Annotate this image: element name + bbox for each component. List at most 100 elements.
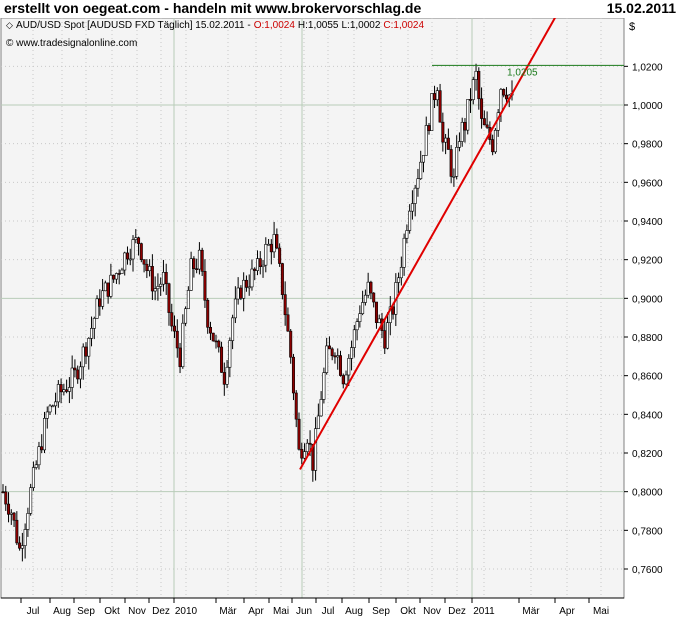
y-tick-label: 0,9200 (632, 256, 663, 267)
x-tick-label: Mai (593, 606, 609, 617)
candle-body (54, 401, 58, 407)
candle-body (159, 283, 163, 287)
y-tick-label: 0,9000 (632, 294, 663, 305)
candle-body (363, 294, 367, 303)
candle-body (441, 121, 445, 143)
candle-body (197, 249, 201, 270)
candle-body (90, 328, 94, 339)
candle-body (145, 263, 149, 272)
candle-body (377, 318, 381, 323)
candle-body (261, 264, 265, 268)
x-tick-label: Mär (219, 606, 237, 617)
candle-body (156, 286, 160, 289)
x-tick-label: Jul (322, 606, 335, 617)
candle-body (31, 467, 35, 488)
candle-body (203, 271, 207, 301)
candle-body (59, 384, 63, 393)
y-tick-label: 0,8600 (632, 372, 663, 383)
candle-body (9, 512, 13, 515)
x-tick-label: Aug (345, 606, 363, 617)
y-tick-label: 0,8400 (632, 410, 663, 421)
candle-body (253, 268, 257, 271)
candle-body (161, 272, 165, 285)
candle-body (233, 298, 237, 319)
candle-body (95, 298, 99, 319)
candle-body (112, 274, 116, 280)
candle-body (388, 306, 392, 323)
candle-body (117, 273, 121, 275)
y-tick-label: 0,9400 (632, 217, 663, 228)
candle-body (244, 279, 248, 288)
candle-body (410, 203, 414, 212)
candle-body (142, 259, 146, 265)
candle-body (29, 487, 33, 514)
candle-body (433, 93, 437, 101)
candle-body (289, 330, 293, 358)
candle-body (134, 237, 138, 240)
annotation-layer: 1,0205 (299, 18, 624, 470)
candle-body (308, 442, 312, 445)
candle-body (316, 415, 320, 429)
candle-body (76, 369, 80, 380)
candle-body (303, 451, 307, 459)
candle-body (4, 491, 8, 505)
plot-area (0, 18, 625, 599)
candle-body (222, 372, 226, 385)
candle-body (499, 89, 503, 114)
x-tick-label: Dez (152, 606, 170, 617)
candle-body (399, 267, 403, 279)
x-tick-label: Apr (559, 606, 575, 617)
candle-body (325, 345, 329, 373)
candle-body (457, 141, 461, 148)
candle-body (18, 542, 22, 549)
candle-body (189, 258, 193, 291)
y-tick-label: 0,9800 (632, 140, 663, 151)
candle-body (280, 263, 284, 295)
x-tick-label: Dez (448, 606, 466, 617)
candle-body (67, 387, 71, 392)
candle-body (341, 375, 345, 385)
y-axis: 1,0200 1,0000 0,9800 0,9600 0,9400 0,9200 0,90… (624, 62, 663, 576)
candle-body (15, 519, 19, 544)
candle-body (128, 258, 132, 261)
x-tick-label: Mai (273, 606, 289, 617)
y-tick-label: 1,0200 (632, 62, 663, 73)
candle-body (48, 405, 52, 413)
candle-body (322, 372, 326, 400)
candle-body (109, 274, 113, 297)
legend-low: L:1,0002 (341, 20, 380, 31)
legend-open: O:1,0024 (254, 20, 296, 31)
candle-body (386, 322, 390, 349)
candle-body (70, 367, 74, 388)
candle-body (300, 448, 304, 459)
candle-body (170, 312, 174, 327)
currency-label: $ (629, 21, 635, 33)
candle-body (408, 210, 412, 231)
candle-body (62, 389, 66, 393)
y-tick-label: 0,7600 (632, 565, 663, 576)
candle-body (255, 258, 259, 271)
candle-body (137, 237, 141, 244)
candle-body (350, 347, 354, 359)
candle-body (103, 282, 107, 292)
candle-body (20, 545, 24, 549)
candle-body (239, 287, 243, 299)
x-tick-label: Mär (522, 606, 540, 617)
candle-body (491, 139, 495, 153)
candle-body (164, 272, 168, 285)
x-tick-label: Aug (53, 606, 71, 617)
candle-body (374, 301, 378, 323)
x-tick-label: Nov (128, 606, 146, 617)
candle-body (482, 118, 486, 126)
candle-body (275, 234, 279, 249)
candle-body (397, 277, 401, 283)
candle-body (1, 491, 5, 493)
candle-body (264, 244, 268, 266)
candle-body (485, 124, 489, 128)
candle-body (471, 79, 475, 100)
candle-body (250, 268, 254, 288)
candle-layer (1, 63, 514, 562)
candle-body (344, 374, 348, 385)
candle-body (87, 338, 91, 357)
candle-body (258, 258, 262, 268)
